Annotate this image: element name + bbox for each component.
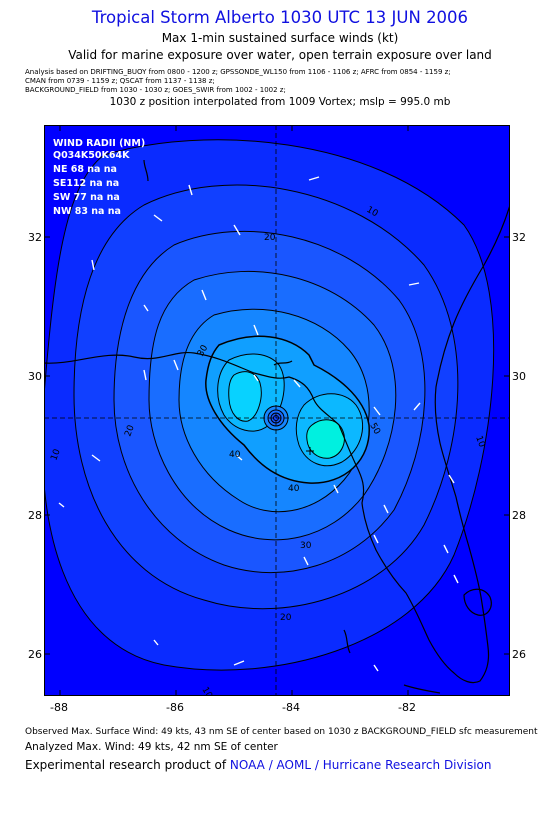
credit-line: Experimental research product of NOAA / … bbox=[25, 758, 491, 772]
wind-radii-row: NE 68 na na bbox=[53, 164, 117, 175]
analyzed-max-wind: Analyzed Max. Wind: 49 kts, 42 nm SE of … bbox=[25, 741, 278, 753]
map-title: Tropical Storm Alberto 1030 UTC 13 JUN 2… bbox=[91, 8, 469, 27]
lon-label-bottom: -86 bbox=[166, 701, 184, 714]
analysis-line-1: Analysis based on DRIFTING_BUOY from 080… bbox=[25, 68, 451, 76]
wind-radii-row: SW 77 na na bbox=[53, 192, 120, 203]
credit-org-link[interactable]: NOAA / AOML / Hurricane Research Divisio… bbox=[229, 758, 492, 772]
credit-prefix: Experimental research product of bbox=[25, 758, 230, 772]
lon-label-bottom: -88 bbox=[50, 701, 68, 714]
lat-label-right: 26 bbox=[512, 648, 526, 661]
wind-radii-row: SE112 na na bbox=[53, 178, 120, 189]
lat-label-left: 32 bbox=[28, 231, 42, 244]
lon-label-bottom: -82 bbox=[398, 701, 416, 714]
interpolation-note: 1030 z position interpolated from 1009 V… bbox=[109, 96, 451, 108]
map-frame bbox=[44, 125, 510, 696]
lat-label-right: 32 bbox=[512, 231, 526, 244]
contour-label-10: 10 bbox=[473, 435, 486, 449]
contour-label-10: 10 bbox=[199, 686, 214, 697]
lat-label-left: 26 bbox=[28, 648, 42, 661]
contour-label-40: 40 bbox=[288, 484, 300, 494]
map-subtitle-1: Max 1-min sustained surface winds (kt) bbox=[161, 31, 399, 45]
contour-label-20: 20 bbox=[123, 424, 136, 438]
wind-radii-header: Q034K50K64K bbox=[53, 150, 130, 161]
center-crosshair bbox=[44, 125, 510, 696]
wind-field-map: 10 20 20 10 30 40 40 30 20 50 10 10 bbox=[44, 125, 510, 696]
map-subtitle-2: Valid for marine exposure over water, op… bbox=[68, 48, 492, 62]
max-wind-marker bbox=[306, 447, 314, 455]
lat-label-right: 28 bbox=[512, 509, 526, 522]
analysis-line-3: BACKGROUND_FIELD from 1030 - 1030 z; GOE… bbox=[25, 86, 286, 94]
contour-label-30: 30 bbox=[300, 541, 312, 551]
lat-label-left: 28 bbox=[28, 509, 42, 522]
contour-label-40: 40 bbox=[229, 450, 241, 460]
analysis-line-2: CMAN from 0739 - 1159 z; QSCAT from 1137… bbox=[25, 77, 215, 85]
coastline bbox=[44, 159, 510, 694]
lat-label-left: 30 bbox=[28, 370, 42, 383]
lat-label-right: 30 bbox=[512, 370, 526, 383]
observed-max-wind: Observed Max. Surface Wind: 49 kts, 43 n… bbox=[25, 727, 538, 737]
wind-radii-row: NW 83 na na bbox=[53, 206, 121, 217]
lon-label-bottom: -84 bbox=[282, 701, 300, 714]
contour-label-10: 10 bbox=[49, 448, 62, 462]
contour-labels: 10 20 20 10 30 40 40 30 20 50 10 10 bbox=[49, 205, 486, 696]
wind-radii-title: WIND RADII (NM) bbox=[53, 138, 146, 149]
contour-label-20: 20 bbox=[264, 233, 276, 243]
wind-observations bbox=[58, 176, 459, 672]
contour-label-20: 20 bbox=[280, 613, 292, 623]
contour-fills bbox=[44, 139, 495, 671]
